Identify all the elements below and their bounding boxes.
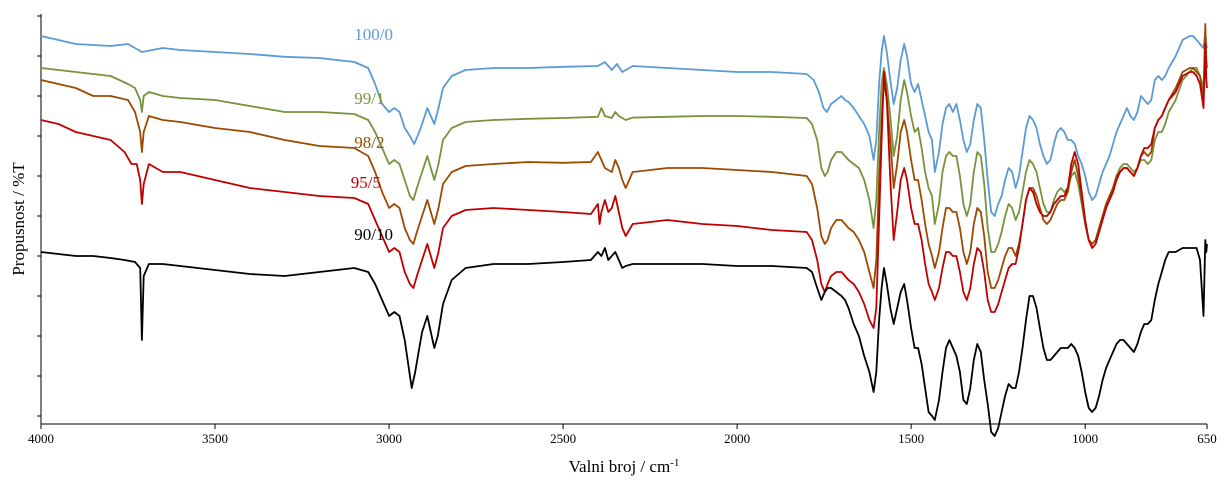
series-labels: 100/0 99/1 98/2 95/5 90/10 — [351, 25, 393, 244]
x-tick-label: 3500 — [202, 431, 228, 446]
series-label-99-1: 99/1 — [354, 89, 384, 108]
series-label-95-5: 95/5 — [351, 173, 381, 192]
series-label-100-0: 100/0 — [354, 25, 393, 44]
axes: 4000 3500 3000 2500 2000 1500 1000 650 — [28, 14, 1217, 446]
x-tick-label: 3000 — [376, 431, 402, 446]
series-label-90-10: 90/10 — [354, 225, 393, 244]
x-axis-title: Valni broj / cm-1 — [569, 457, 680, 476]
x-tick-label: 2000 — [724, 431, 750, 446]
series-line-98-2 — [40, 23, 1208, 289]
series-line-95-5 — [40, 43, 1208, 329]
x-tick-label: 2500 — [550, 431, 576, 446]
x-tick-label: 1500 — [898, 431, 924, 446]
x-axis-title-superscript: -1 — [670, 457, 679, 469]
y-axis-title: Propusnost / %T — [9, 162, 28, 276]
series-label-98-2: 98/2 — [354, 133, 384, 152]
series-line-90-10 — [40, 239, 1208, 437]
x-tick-label: 1000 — [1072, 431, 1098, 446]
series-group — [40, 23, 1208, 437]
x-tick-label: 650 — [1197, 431, 1217, 446]
series-line-100-0 — [40, 31, 1208, 217]
x-tick-label: 4000 — [28, 431, 54, 446]
